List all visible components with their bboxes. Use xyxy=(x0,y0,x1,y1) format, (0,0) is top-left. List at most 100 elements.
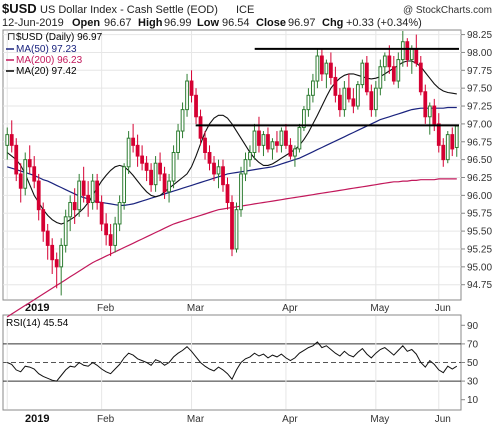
candle-body xyxy=(337,94,342,111)
candle-body xyxy=(450,134,455,150)
month-label: May xyxy=(370,414,389,425)
price-tick-label: 97.00 xyxy=(467,119,492,130)
candle-body xyxy=(59,244,64,268)
candle-body xyxy=(445,134,450,161)
candle xyxy=(293,145,297,167)
candle-body xyxy=(99,202,104,225)
candle xyxy=(266,127,270,153)
candle-body xyxy=(270,141,275,150)
candle xyxy=(108,223,113,257)
candle xyxy=(95,173,100,210)
candle xyxy=(418,56,423,96)
candle xyxy=(171,145,176,189)
candle xyxy=(131,123,136,153)
price-tick-label: 98.25 xyxy=(467,30,492,41)
legend-ma50: MA(50) 97.23 xyxy=(16,44,77,55)
rsi-tick-label: 50 xyxy=(467,358,479,369)
candle xyxy=(185,73,189,117)
rsi-tick-label: 70 xyxy=(467,339,479,350)
price-tick-label: 95.50 xyxy=(467,227,492,238)
candle-body xyxy=(234,209,239,250)
candle xyxy=(45,223,50,260)
candle-body xyxy=(180,109,185,132)
candle-body xyxy=(176,130,180,153)
candle-body xyxy=(216,166,221,175)
candle-body xyxy=(185,80,189,111)
quote-date: 12-Jun-2019 xyxy=(2,17,64,29)
candle xyxy=(207,145,212,171)
candle xyxy=(328,52,333,85)
candle-body xyxy=(373,87,378,111)
candle xyxy=(405,38,410,67)
rsi-tick-label: 10 xyxy=(467,395,479,406)
quote-open: 96.67 xyxy=(104,17,132,29)
candle xyxy=(369,84,374,117)
candle xyxy=(252,123,257,160)
quote-close: 96.97 xyxy=(288,17,316,29)
candle xyxy=(162,166,167,199)
candle xyxy=(306,88,311,117)
candle xyxy=(342,81,347,117)
month-label: Jun xyxy=(435,303,451,314)
candle-body xyxy=(315,55,320,82)
candle xyxy=(50,238,55,274)
candle-body xyxy=(382,55,387,68)
price-tick-label: 96.50 xyxy=(467,155,492,166)
candle-body xyxy=(266,134,270,150)
candle-body xyxy=(225,184,230,204)
candle xyxy=(436,113,441,153)
price-tick-label: 95.25 xyxy=(467,244,492,255)
quote-high: 96.99 xyxy=(164,17,192,29)
candle xyxy=(382,52,387,82)
candle-body xyxy=(5,134,10,146)
quote-open-label: Open xyxy=(72,17,100,29)
candle-body xyxy=(135,144,140,157)
chart-copyright: @ StockCharts.com xyxy=(403,5,492,16)
candle xyxy=(279,127,284,153)
candle-body xyxy=(108,234,113,246)
candle-body xyxy=(311,80,315,96)
candle-body xyxy=(212,162,216,175)
candle-body xyxy=(54,259,59,268)
candle-body xyxy=(18,173,23,189)
legend-usd-symbol-icon: ⊓ xyxy=(7,31,16,43)
candle-body xyxy=(387,55,392,68)
candle xyxy=(248,145,252,167)
chart-instrument-name: US Dollar Index - Cash Settle (EOD) xyxy=(40,4,218,16)
candle xyxy=(59,238,64,296)
candle xyxy=(423,84,428,124)
candle xyxy=(346,73,351,103)
candle-body xyxy=(221,166,225,186)
candle-body xyxy=(302,109,306,128)
quote-high-label: High xyxy=(138,17,163,29)
candles xyxy=(5,31,459,296)
candle xyxy=(373,81,378,117)
legend-ma200: MA(200) 96.23 xyxy=(16,55,83,66)
candle xyxy=(117,195,122,232)
price-tick-label: 97.25 xyxy=(467,102,492,113)
candle xyxy=(23,152,28,196)
candle-body xyxy=(90,180,95,204)
price-tick-label: 97.50 xyxy=(467,84,492,95)
candle-body xyxy=(297,126,302,150)
candle xyxy=(9,120,14,153)
candle-body xyxy=(261,134,266,146)
candle-body xyxy=(9,134,14,146)
candle xyxy=(54,252,59,289)
candle xyxy=(203,131,207,160)
candle xyxy=(378,59,383,96)
rsi-tick-label: 30 xyxy=(467,377,479,388)
price-tick-label: 98.00 xyxy=(467,48,492,59)
candle xyxy=(99,195,104,232)
candle-body xyxy=(162,173,167,193)
candle xyxy=(180,102,185,139)
candle-body xyxy=(279,130,284,146)
candle xyxy=(5,127,10,160)
month-labels-rsi: 2019 Feb Mar Apr May Jun xyxy=(25,413,451,425)
candle-body xyxy=(86,194,91,204)
candle xyxy=(225,177,230,210)
candle xyxy=(216,159,221,189)
candle xyxy=(32,156,37,189)
candle-body xyxy=(360,62,365,86)
candle xyxy=(149,163,153,192)
